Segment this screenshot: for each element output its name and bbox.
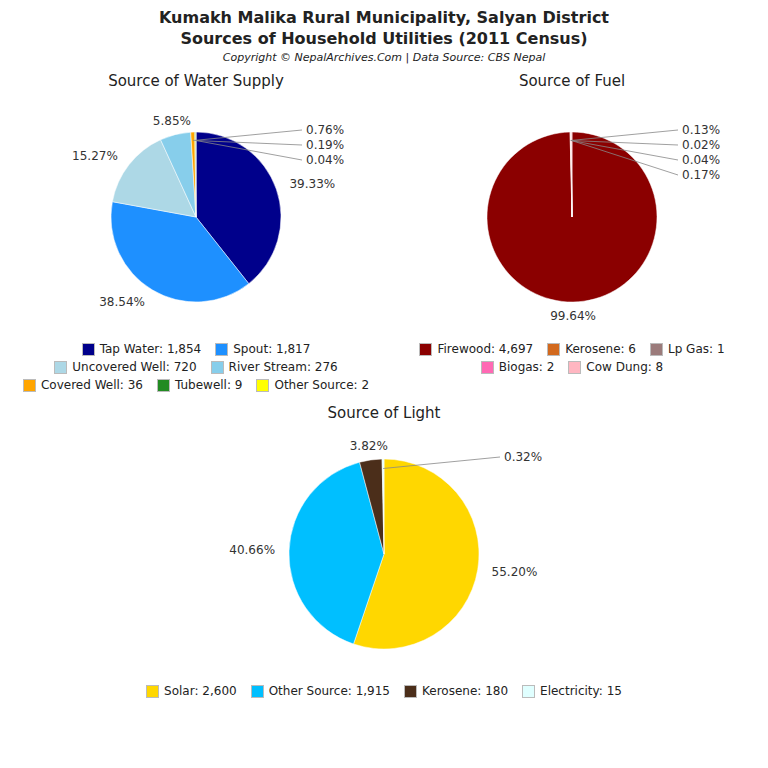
svg-text:40.66%: 40.66% (229, 543, 275, 557)
html-text:Covered Well: 36: Covered Well: 36 (40, 378, 143, 392)
svg-text:0.32%: 0.32% (504, 450, 542, 464)
svg-text:0.76%: 0.76% (306, 123, 344, 137)
svg-text:38.54%: 38.54% (99, 295, 145, 309)
html-text:River Stream: 276: River Stream: 276 (228, 360, 338, 374)
svg-text:0.17%: 0.17% (682, 168, 720, 182)
html-text:Source of Fuel: Source of Fuel (518, 72, 626, 90)
html-text:Kerosene: 6: Kerosene: 6 (565, 342, 636, 356)
html-text:Biogas: 2: Biogas: 2 (498, 360, 555, 374)
svg-text:39.33%: 39.33% (289, 177, 335, 191)
svg-text:55.20%: 55.20% (492, 565, 538, 579)
svg-text:0.04%: 0.04% (306, 153, 344, 167)
html-text:Lp Gas: 1: Lp Gas: 1 (668, 342, 725, 356)
svg-text:0.02%: 0.02% (682, 138, 720, 152)
svg-text:5.85%: 5.85% (153, 114, 191, 128)
svg-text:0.04%: 0.04% (682, 153, 720, 167)
html-text:Solar: 2,600: Solar: 2,600 (164, 684, 237, 698)
html-text:Cow Dung: 8: Cow Dung: 8 (586, 360, 664, 374)
svg-text:0.13%: 0.13% (682, 123, 720, 137)
html-text:Spout: 1,817: Spout: 1,817 (233, 342, 311, 356)
html-text:Other Source: 2: Other Source: 2 (274, 378, 369, 392)
html-text:Electricity: 15: Electricity: 15 (540, 684, 622, 698)
svg-text:0.19%: 0.19% (306, 138, 344, 152)
html-text:Other Source: 1,915: Other Source: 1,915 (268, 684, 390, 698)
html-text:Source of Light: Source of Light (327, 404, 441, 422)
svg-text:15.27%: 15.27% (72, 149, 118, 163)
html-text:Copyright © NepalArchives.Com: Copyright © NepalArchives.Com | Data Sou… (222, 51, 546, 64)
html-text:Kumakh Malika Rural Municipali: Kumakh Malika Rural Municipality, Salyan… (159, 8, 609, 27)
html-text:Tubewell: 9: Tubewell: 9 (175, 378, 243, 392)
html-text:Source of Water Supply: Source of Water Supply (108, 72, 284, 90)
html-text:Sources of Household Utilities: Sources of Household Utilities (2011 Cen… (180, 29, 588, 48)
html-text:Firewood: 4,697: Firewood: 4,697 (437, 342, 534, 356)
html-text:Kerosene: 180: Kerosene: 180 (422, 684, 508, 698)
svg-text:99.64%: 99.64% (550, 309, 596, 323)
html-text:Uncovered Well: 720: Uncovered Well: 720 (72, 360, 197, 374)
html-text:Tap Water: 1,854: Tap Water: 1,854 (99, 342, 202, 356)
svg-text:3.82%: 3.82% (350, 439, 388, 453)
